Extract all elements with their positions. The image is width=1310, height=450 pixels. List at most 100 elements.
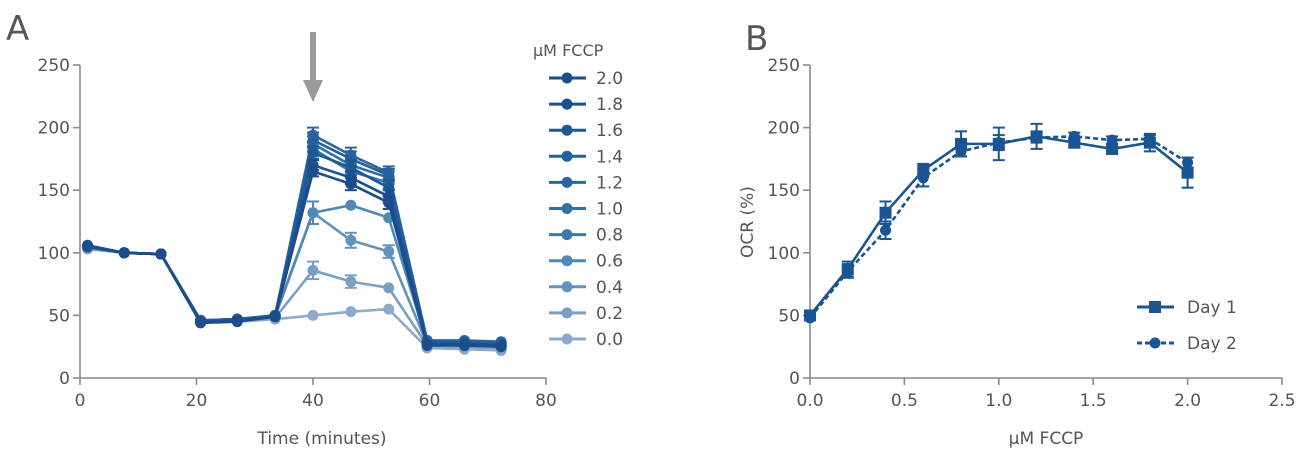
data-point [1068,136,1081,149]
series-2-0 [82,165,507,353]
data-point [345,178,357,190]
data-point [231,316,243,328]
legend-marker-1.8 [561,98,573,110]
data-point [1181,166,1194,179]
data-point [495,341,507,353]
legend-marker-0.0 [561,333,573,345]
panel-b-x-tick-label: 2.5 [1268,391,1295,411]
data-point [307,134,319,146]
panel-b-y-tick-label: 100 [768,244,800,264]
data-point [383,197,395,209]
panel-b-chart: 0 50 100 150 200 250 0.0 0.5 1.0 1.5 2.0 2.5 [768,56,1296,411]
legend-marker-circle [1149,337,1161,349]
panel-a-x-tick-label: 20 [186,391,208,411]
data-point [841,263,854,276]
legend-marker-0.6 [561,255,573,267]
panel-a-y-tick-label: 150 [38,181,70,201]
series-line [808,135,1189,317]
panel-b-letter: B [745,19,768,59]
legend-marker-2.0 [561,72,573,84]
panel-a-chart: 0 50 100 150 200 250 0 20 40 60 80 [38,32,557,411]
series-line [87,169,502,348]
data-point [345,199,357,211]
panel-a-y-tick-label: 50 [48,306,70,326]
data-point [345,276,357,288]
series-line [87,150,502,346]
legend-label: 1.0 [596,200,623,220]
data-point [917,164,930,177]
legend-label: 0.0 [596,330,623,350]
data-point [307,147,319,159]
legend-label: 1.4 [596,147,623,167]
legend-marker-0.4 [561,281,573,293]
panel-b-y-tick-label: 0 [789,369,800,389]
data-point [383,246,395,258]
legend-marker-square [1149,301,1161,313]
legend-label: 1.8 [596,95,623,115]
series-1-8 [82,159,507,351]
data-point [1143,136,1156,149]
legend-label: Day 2 [1187,334,1237,354]
data-point [383,169,395,181]
data-point [307,165,319,177]
panel-b-x-axis-title: μM FCCP [1009,429,1084,449]
data-point [155,248,167,260]
panel-a-x-tick-label: 80 [535,391,557,411]
panel-a-x-axis-title: Time (minutes) [256,429,386,449]
legend-label: 0.2 [596,304,623,324]
legend-marker-0.8 [561,229,573,241]
panel-b-legend: Day 1 Day 2 [1137,298,1237,354]
series-line [808,135,1189,319]
data-point [992,137,1005,150]
panel-a-y-tick-label: 0 [59,369,70,389]
panel-b-x-tick-label: 0.5 [891,391,918,411]
panel-a-letter: A [6,9,29,49]
panel-a-y-tick-label: 100 [38,244,70,264]
legend-label: 0.8 [596,226,623,246]
legend-marker-1.6 [561,124,573,136]
panel-a-legend-title: μM FCCP [533,41,604,60]
legend-label: 1.2 [596,173,623,193]
data-point [879,206,892,219]
panel-b-y-tick-label: 250 [768,56,800,76]
panel-a-legend: 2.0 1.8 1.6 1.4 1.2 1.0 0.8 0.6 0.4 0.2 0.0 [549,69,623,350]
legend-label: 0.6 [596,252,623,272]
series-day-1 [804,122,1194,322]
data-point [195,317,207,329]
data-point [345,162,357,174]
panel-a-y-tick-label: 250 [38,56,70,76]
panel-a-y-tick-label: 200 [38,119,70,139]
panel-b-y-axis-title: OCR (%) [738,186,758,258]
legend-marker-1.2 [561,176,573,188]
injection-arrow-head [303,80,323,102]
data-point [118,247,130,259]
legend-label: 0.4 [596,278,623,298]
data-point [1030,130,1043,143]
data-point [383,282,395,294]
legend-label: 2.0 [596,69,623,89]
data-point [269,311,281,323]
panel-b-y-tick-label: 150 [768,181,800,201]
data-point [345,153,357,165]
panel-b-y-tick-label: 50 [778,306,800,326]
data-point [1106,142,1119,155]
data-point [955,137,968,150]
data-point [458,339,470,351]
panel-a-x-tick-label: 0 [75,391,86,411]
legend-marker-0.2 [561,307,573,319]
data-point [804,309,816,322]
panel-b-x-tick-label: 1.0 [985,391,1012,411]
series-0-2 [82,242,507,354]
legend-marker-1.4 [561,150,573,162]
legend-label: 1.6 [596,121,623,141]
panel-a-x-tick-label: 60 [419,391,441,411]
data-point [82,239,94,251]
data-point [345,234,357,246]
data-point [307,207,319,219]
data-point [307,309,319,321]
panel-b-x-tick-label: 0.0 [796,391,823,411]
panel-a-x-tick-label: 40 [302,391,324,411]
legend-marker-1.0 [561,203,573,214]
panel-b-y-tick-label: 200 [768,119,800,139]
